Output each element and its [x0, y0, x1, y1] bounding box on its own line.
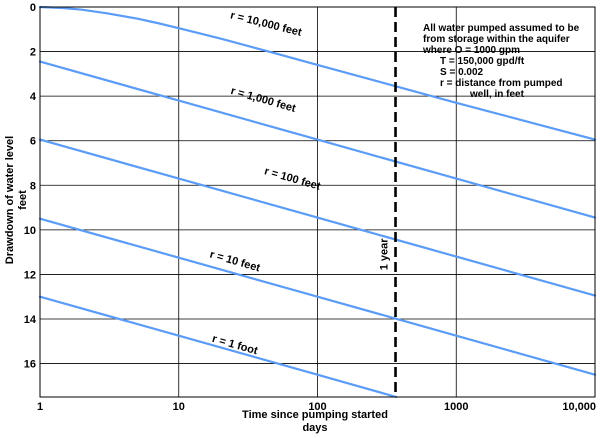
x-axis-title-line1: Time since pumping started: [242, 409, 388, 421]
x-tick-label: 1: [37, 401, 43, 413]
x-tick-label: 10: [173, 401, 185, 413]
y-tick-label: 4: [30, 91, 37, 103]
note-line-5: S = 0.002: [440, 67, 484, 78]
note-line-3: where O = 1000 gpm: [422, 45, 520, 56]
series-line: [38, 217, 597, 376]
note-line-6: r = distance from pumped: [440, 78, 563, 89]
x-axis-title-line2: days: [302, 422, 327, 434]
assumptions-note: All water pumped assumed to be from stor…: [422, 23, 580, 100]
series-line: [38, 60, 597, 219]
y-axis-title-line1: Drawdown of water level: [4, 136, 16, 264]
y-tick-label: 0: [30, 2, 36, 14]
y-tick-label: 10: [24, 225, 36, 237]
axis-titles: Time since pumping started days Drawdown…: [4, 136, 388, 434]
reference-lines: 1 year: [379, 7, 397, 397]
tick-labels: 1 10 100 1000 10,000 0 2 4 6 8 10 12 14 16: [24, 2, 596, 413]
series-label: r = 10 feet: [208, 249, 261, 275]
series-line: [38, 5, 597, 141]
note-line-1: All water pumped assumed to be: [423, 23, 580, 34]
x-tick-label: 100: [308, 401, 326, 413]
y-tick-label: 12: [24, 269, 36, 281]
series-label: r = 100 feet: [263, 165, 322, 193]
series-label: r = 1,000 feet: [229, 85, 297, 115]
y-tick-label: 16: [24, 359, 36, 371]
x-tick-label: 10,000: [562, 401, 596, 413]
series-line: [38, 295, 398, 399]
series-lines: [38, 5, 597, 399]
note-line-7: well, in feet: [469, 89, 525, 100]
note-line-4: T = 150,000 gpd/ft: [440, 56, 525, 67]
series-label: r = 10,000 feet: [229, 10, 303, 39]
y-tick-label: 2: [30, 47, 36, 59]
x-tick-label: 1000: [444, 401, 468, 413]
y-tick-label: 14: [24, 314, 37, 326]
note-line-2: from storage within the aquifer: [423, 34, 570, 45]
y-tick-label: 6: [30, 136, 36, 148]
series-label: r = 1 foot: [211, 333, 260, 358]
series-line: [38, 138, 597, 297]
y-axis-title-line2: feet: [17, 190, 29, 210]
plot-frame: [39, 6, 596, 398]
y-tick-label: 8: [30, 180, 36, 192]
reference-line-label: 1 year: [379, 238, 391, 271]
